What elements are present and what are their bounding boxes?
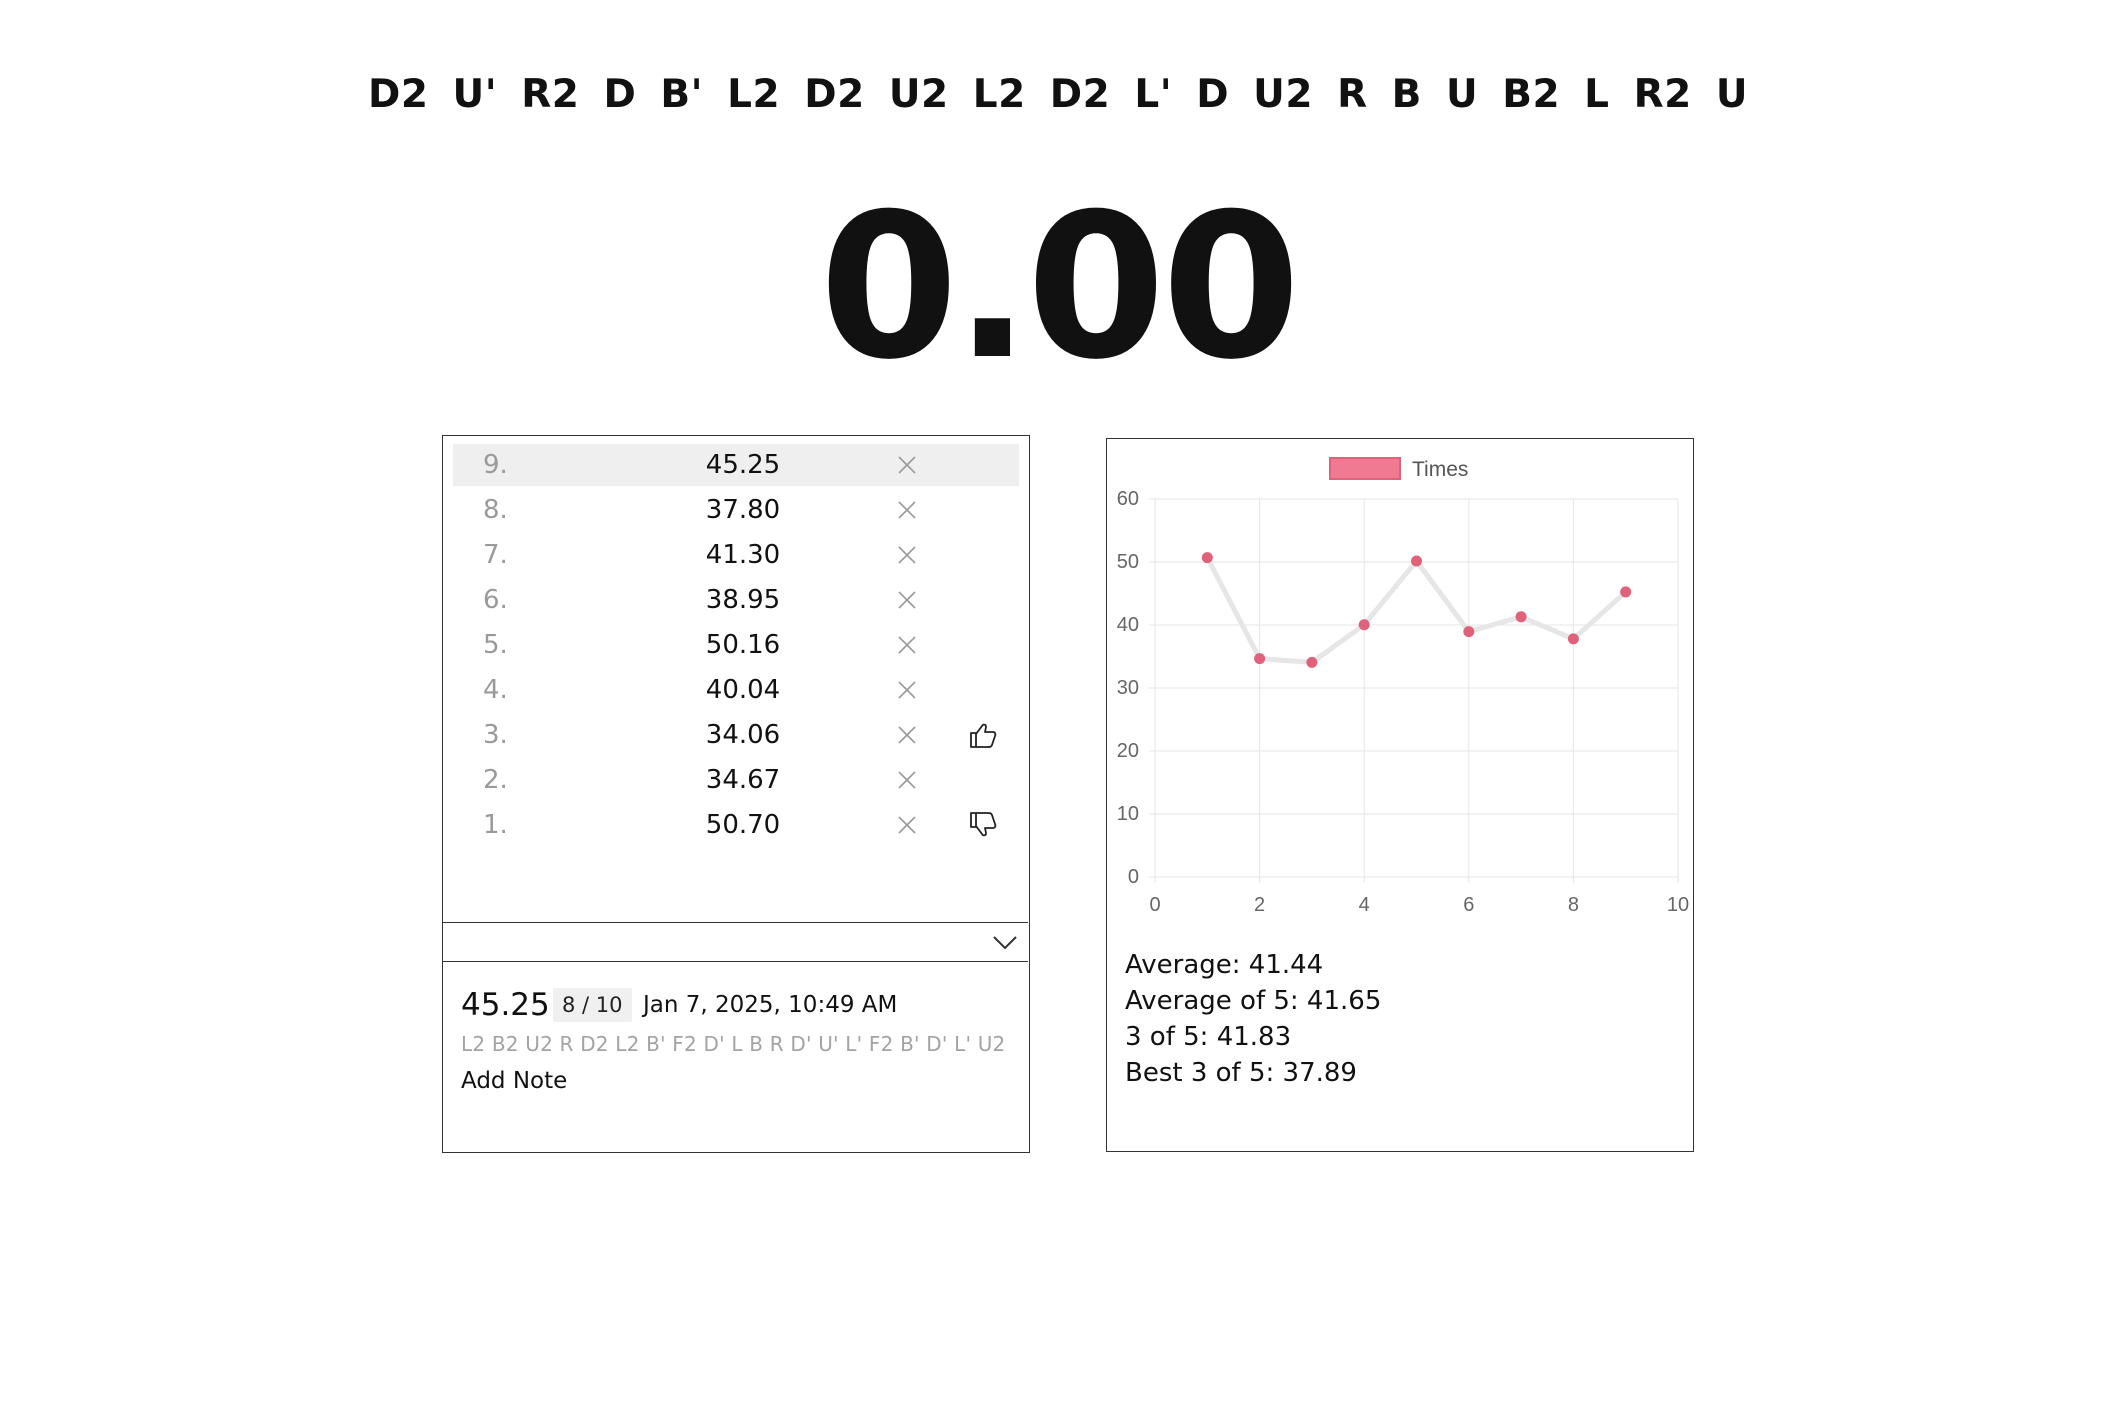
close-icon[interactable] [897, 635, 917, 655]
close-icon[interactable] [897, 590, 917, 610]
data-point [1463, 626, 1475, 638]
time-row-index: 8. [483, 495, 508, 525]
close-icon[interactable] [897, 500, 917, 520]
times-panel: 9. 45.25 8. 37.80 7. 41.30 6. 38.95 5. 50.16 4. 40.… [442, 435, 1030, 1153]
time-row-index: 2. [483, 765, 508, 795]
legend-swatch [1329, 457, 1401, 480]
y-tick-label: 30 [1117, 677, 1139, 699]
scramble-text: D2 U' R2 D B' L2 D2 U2 L2 D2 L' D U2 R B… [367, 72, 1749, 117]
time-row-index: 3. [483, 720, 508, 750]
time-row-index: 9. [483, 450, 508, 480]
data-point [1358, 619, 1370, 631]
time-row-index: 6. [483, 585, 508, 615]
time-row-value[interactable]: 41.30 [705, 540, 781, 570]
close-icon[interactable] [897, 680, 917, 700]
series-line [1205, 556, 1628, 665]
data-point [1567, 633, 1579, 645]
time-row-index: 5. [483, 630, 508, 660]
time-row-value[interactable]: 40.04 [705, 675, 781, 705]
x-tick-label: 8 [1568, 894, 1579, 916]
stat-3-of-5: 3 of 5: 41.83 [1125, 1022, 1292, 1052]
x-tick-label: 0 [1149, 894, 1160, 916]
data-point [1515, 611, 1527, 623]
data-point [1201, 552, 1213, 564]
data-point [1306, 656, 1318, 668]
legend-label: Times [1412, 458, 1468, 481]
timer-display[interactable]: 0.00 [819, 171, 1300, 404]
data-point [1411, 555, 1422, 567]
time-row-value[interactable]: 50.70 [705, 810, 781, 840]
y-tick-label: 20 [1117, 740, 1139, 762]
close-icon[interactable] [897, 815, 917, 835]
chart-panel: 0 10 20 30 40 50 60 0 2 4 6 8 10 Times Average: 41.44… [1106, 438, 1694, 1152]
time-row[interactable]: 7. 41.30 [453, 534, 1019, 576]
times-chart: 0 10 20 30 40 50 60 0 2 4 6 8 10 Times [1117, 457, 1689, 916]
time-row-value[interactable]: 37.80 [705, 495, 781, 525]
x-tick-label: 10 [1667, 894, 1689, 916]
y-tick-label: 10 [1117, 803, 1139, 825]
x-tick-label: 6 [1463, 894, 1474, 916]
time-row-index: 1. [483, 810, 508, 840]
time-row[interactable]: 8. 37.80 [453, 489, 1019, 531]
time-row-index: 7. [483, 540, 508, 570]
x-tick-label: 2 [1254, 894, 1265, 916]
chevron-down-icon[interactable] [992, 931, 1018, 953]
close-icon[interactable] [897, 770, 917, 790]
detail-time: 45.25 [461, 987, 550, 1023]
data-point [1254, 653, 1266, 665]
data-point [1620, 586, 1632, 598]
time-row[interactable]: 9. 45.25 [453, 444, 1019, 486]
time-row[interactable]: 5. 50.16 [453, 624, 1019, 666]
time-row[interactable]: 2. 34.67 [453, 759, 1019, 801]
time-row-index: 4. [483, 675, 508, 705]
y-tick-label: 0 [1128, 866, 1139, 888]
y-tick-label: 40 [1117, 614, 1139, 636]
time-row-value[interactable]: 45.25 [705, 450, 781, 480]
time-row[interactable]: 1. 50.70 [453, 804, 1019, 846]
stat-average-of-5: Average of 5: 41.65 [1125, 986, 1382, 1016]
detail-scramble: L2 B2 U2 R D2 L2 B' F2 D' L B R D' U' L'… [461, 1032, 1006, 1056]
detail-date: Jan 7, 2025, 10:49 AM [643, 992, 898, 1018]
solve-count-badge: 8 / 10 [553, 988, 632, 1022]
stat-best-3-of-5: Best 3 of 5: 37.89 [1125, 1058, 1357, 1088]
close-icon[interactable] [897, 725, 917, 745]
time-row-value[interactable]: 38.95 [705, 585, 781, 615]
x-tick-label: 4 [1359, 894, 1370, 916]
time-row-value[interactable]: 34.06 [705, 720, 781, 750]
time-row[interactable]: 3. 34.06 [453, 714, 1019, 756]
close-icon[interactable] [897, 455, 917, 475]
stat-average: Average: 41.44 [1125, 950, 1324, 980]
close-icon[interactable] [897, 545, 917, 565]
thumbs-up-icon[interactable] [967, 719, 999, 751]
y-tick-label: 50 [1117, 551, 1139, 573]
times-list: 9. 45.25 8. 37.80 7. 41.30 6. 38.95 5. 50.16 4. 40.… [453, 444, 1019, 849]
y-tick-label: 60 [1117, 488, 1139, 510]
add-note-button[interactable]: Add Note [461, 1068, 568, 1094]
expand-toggle[interactable] [443, 922, 1028, 962]
stats-block: Average: 41.44 Average of 5: 41.65 3 of … [1125, 947, 1381, 1091]
time-row[interactable]: 4. 40.04 [453, 669, 1019, 711]
thumbs-down-icon[interactable] [967, 809, 999, 841]
time-row-value[interactable]: 34.67 [705, 765, 781, 795]
time-row[interactable]: 6. 38.95 [453, 579, 1019, 621]
time-row-value[interactable]: 50.16 [705, 630, 781, 660]
